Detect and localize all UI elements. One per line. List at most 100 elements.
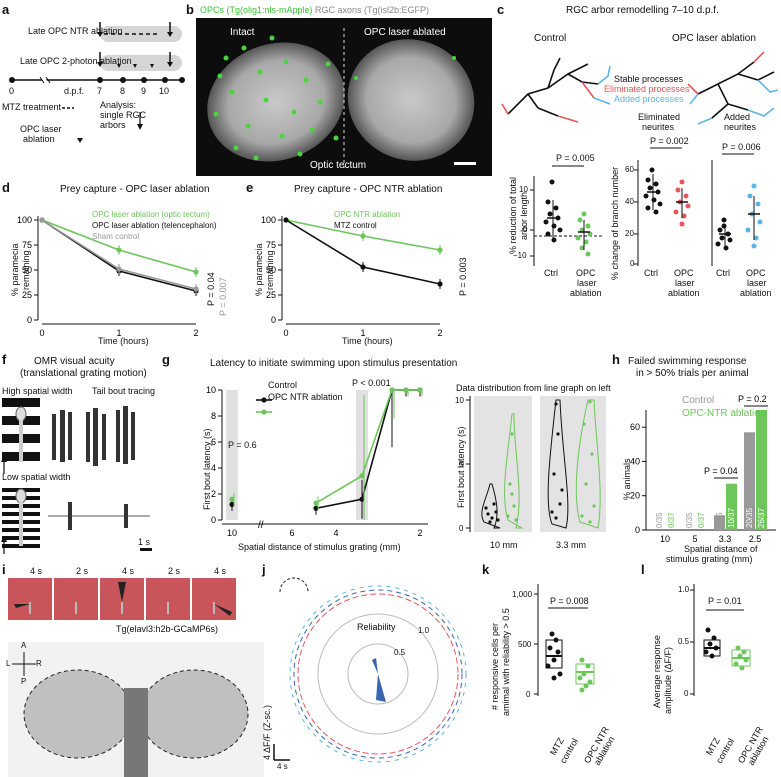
bar	[714, 515, 725, 530]
data-point	[116, 266, 122, 272]
y-tick-label: 100	[17, 215, 32, 225]
x-tick-label: 2	[417, 528, 422, 538]
panel-label-d: d	[2, 180, 10, 195]
e-legend-ntr: OPC NTR ablation	[334, 210, 401, 219]
data-point	[283, 217, 289, 223]
y-tick-label: 4	[211, 463, 216, 473]
data-point	[229, 501, 235, 507]
y-tick-label: 6	[211, 437, 216, 447]
latency-line-chart: 10 8 6 4 2 0 10 6 4 2 //	[206, 385, 428, 538]
e-pvalue: P = 0.003	[458, 257, 468, 296]
responsive-cells-plot	[534, 584, 595, 696]
f-scale-label: 1 s	[138, 537, 151, 547]
x-tick-label: 2.5	[749, 534, 762, 544]
panel-label-l: l	[641, 562, 645, 577]
legend-eliminated: Eliminated processes	[604, 84, 690, 94]
omr-title-1: OMR visual acuity	[34, 356, 115, 367]
d-pvalue-1: P = 0.04	[206, 272, 216, 306]
bar-label: 3/35	[715, 512, 724, 528]
y-tick-label: 0	[211, 515, 216, 525]
bar-label: 0/35	[685, 512, 694, 528]
data-point	[359, 496, 365, 502]
bar-label: 0/37	[667, 512, 676, 528]
data-point	[389, 387, 395, 393]
violin-ytick-10: 10	[455, 396, 464, 405]
axis-break: //	[258, 520, 264, 531]
l-ylabel1: Average response	[652, 635, 662, 708]
reliability-05: 0.5	[394, 648, 406, 657]
data-point	[437, 247, 443, 253]
k-ytick-1000: 1,000	[512, 590, 533, 599]
x-tick-label: 10	[227, 528, 237, 538]
tick-10: 10	[159, 86, 170, 96]
opc-laser-label: OPC laser	[20, 124, 62, 134]
h-ylabel: % animals	[622, 458, 632, 500]
y-tick-label: 0	[635, 525, 640, 535]
bar-label: 0/35	[655, 512, 664, 528]
c3-x-ctrl: Ctrl	[716, 268, 730, 278]
e-ylabel1: % paramecia	[254, 243, 264, 296]
data-point	[193, 269, 199, 275]
e-xlabel: Time (hours)	[342, 336, 393, 346]
panel-d-title: Prey capture - OPC laser ablation	[60, 184, 210, 195]
data-point	[313, 505, 319, 511]
optic-tectum-label: Optic tectum	[310, 160, 367, 171]
c2-pvalue: P = 0.002	[650, 136, 689, 146]
i-time-2: 2 s	[76, 566, 89, 576]
response-amplitude-plot	[690, 584, 751, 696]
c2-x-laser: laser	[675, 278, 695, 288]
omr-stimulus-diagram	[1, 398, 152, 554]
tail-bout-label: Tail bout tracing	[92, 386, 156, 396]
panel-g-title: Latency to initiate swimming upon stimul…	[210, 358, 458, 369]
reliability-polar-plot	[273, 577, 467, 763]
omr-title-2: (translational grating motion)	[20, 368, 147, 379]
panel-label-f: f	[2, 352, 7, 367]
x-tick-label: 6	[289, 528, 294, 538]
y-tick-label: 75	[22, 240, 32, 250]
bar-label: 10/37	[727, 507, 736, 528]
c1-x-laser: laser	[577, 278, 597, 288]
data-point	[360, 233, 366, 239]
y-tick-label: 75	[266, 240, 276, 250]
micrograph-title: OPCs (Tg(olig1:nls-mApple) RGC axons (Tg…	[200, 5, 430, 15]
d-ylabel2: remaining	[21, 250, 31, 290]
control-label: Control	[534, 33, 567, 44]
ablated-label: OPC laser ablated	[364, 27, 446, 38]
d-legend-telencephalon: OPC laser ablation (telencephalon)	[92, 221, 217, 230]
h-pvalue-2: P = 0.2	[738, 394, 767, 404]
d-ylabel1: % paramecia	[10, 243, 20, 296]
x-tick-label: 4	[333, 528, 338, 538]
c1-x-opc: OPC	[576, 268, 596, 278]
c2-ytick-20: 20	[625, 229, 634, 238]
y-tick-label: 8	[211, 411, 216, 421]
bar-label: 26/37	[757, 507, 766, 528]
i-time-1: 4 s	[30, 566, 43, 576]
tick-0: 0	[9, 86, 15, 96]
j-scale: 4 s	[277, 762, 288, 771]
ablation-label: ablation	[23, 134, 55, 144]
bar-label: 20/35	[745, 507, 754, 528]
h-legend-control: Control	[682, 395, 715, 406]
i-time-3: 4 s	[122, 566, 135, 576]
l-ylabel2: amplitude (ΔF/F)	[663, 646, 673, 714]
bar	[756, 410, 767, 530]
y-tick-label: 10	[206, 385, 216, 395]
y-tick-label: 0	[271, 315, 276, 325]
c1-ytick-neg10: −10	[513, 251, 527, 260]
timeline-diagram	[9, 22, 185, 143]
g-legend-control: Control	[268, 380, 298, 390]
panel-label-g: g	[162, 352, 170, 367]
panel-label-e: e	[246, 180, 254, 195]
compass-anterior: A	[21, 641, 27, 650]
y-tick-label: 40	[630, 456, 640, 466]
panel-label-b: b	[186, 2, 194, 17]
c2-ytick-40: 40	[625, 197, 634, 206]
x-tick-label: 5	[692, 534, 697, 544]
c3-title2: neurites	[724, 122, 757, 132]
k-ytick-0: 0	[526, 690, 531, 699]
j-ylabel: 4 ΔF/F (Z-sc.)	[262, 704, 272, 760]
c2-x-opc: OPC	[674, 268, 694, 278]
l-pvalue: P = 0.01	[708, 596, 742, 606]
y-tick-label: 50	[266, 265, 276, 275]
